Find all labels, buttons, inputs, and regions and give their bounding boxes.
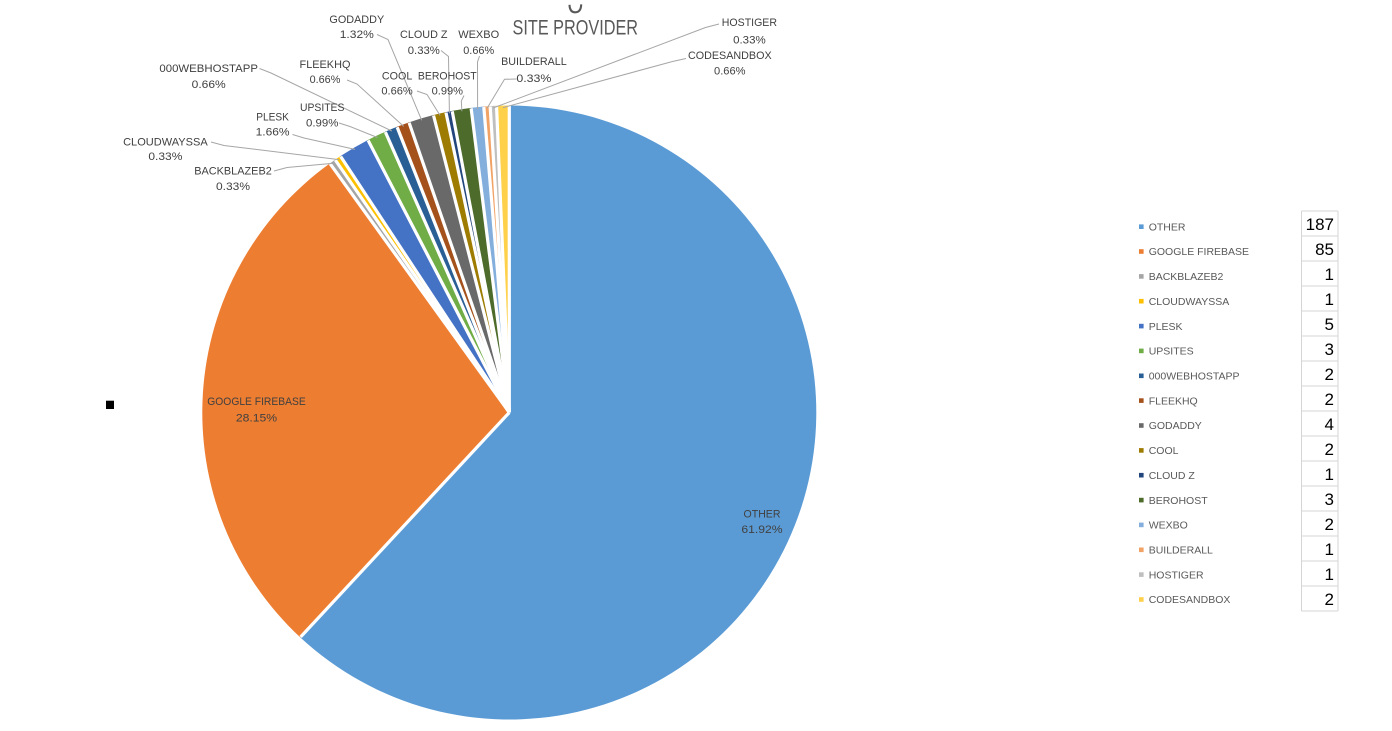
svg-text:000WEBHOSTAPP: 000WEBHOSTAPP bbox=[159, 63, 258, 75]
svg-text:61.92%: 61.92% bbox=[741, 524, 783, 536]
svg-text:0.66%: 0.66% bbox=[310, 74, 341, 86]
svg-text:187: 187 bbox=[1306, 215, 1334, 234]
svg-text:WEXBO: WEXBO bbox=[1149, 520, 1188, 532]
svg-text:4: 4 bbox=[1325, 415, 1334, 434]
svg-text:SITE PROVIDER: SITE PROVIDER bbox=[513, 16, 639, 39]
svg-text:GOOGLE FIREBASE: GOOGLE FIREBASE bbox=[1149, 246, 1249, 258]
svg-text:1.66%: 1.66% bbox=[256, 127, 290, 139]
svg-text:CODESANDBOX: CODESANDBOX bbox=[1149, 594, 1231, 606]
svg-text:0.66%: 0.66% bbox=[463, 45, 494, 57]
svg-text:28.15%: 28.15% bbox=[236, 412, 278, 424]
svg-text:1: 1 bbox=[1325, 265, 1334, 284]
svg-text:2: 2 bbox=[1325, 440, 1334, 459]
svg-text:0.33%: 0.33% bbox=[408, 45, 440, 57]
svg-text:85: 85 bbox=[1315, 240, 1334, 259]
svg-text:0.33%: 0.33% bbox=[733, 35, 766, 47]
svg-text:5: 5 bbox=[1325, 315, 1334, 334]
svg-text:CODESANDBOX: CODESANDBOX bbox=[688, 50, 772, 62]
svg-text:CLOUDWAYSSA: CLOUDWAYSSA bbox=[1149, 296, 1230, 308]
svg-text:BEROHOST: BEROHOST bbox=[1149, 495, 1209, 507]
svg-text:BEROHOST: BEROHOST bbox=[418, 70, 477, 82]
svg-text:3: 3 bbox=[1325, 490, 1334, 509]
svg-text:OTHER: OTHER bbox=[744, 508, 781, 520]
svg-text:2: 2 bbox=[1325, 515, 1334, 534]
svg-text:COOL: COOL bbox=[382, 70, 412, 82]
svg-text:PLESK: PLESK bbox=[1149, 321, 1183, 333]
svg-text:GODADDY: GODADDY bbox=[1149, 420, 1202, 432]
svg-text:2: 2 bbox=[1325, 590, 1334, 609]
svg-text:0.66%: 0.66% bbox=[714, 66, 746, 78]
svg-text:0.99%: 0.99% bbox=[432, 86, 464, 98]
svg-text:0.33%: 0.33% bbox=[216, 181, 250, 193]
svg-text:0.66%: 0.66% bbox=[192, 79, 226, 91]
svg-text:BUILDERALL: BUILDERALL bbox=[501, 56, 567, 68]
svg-text:CLOUDWAYSSA: CLOUDWAYSSA bbox=[123, 136, 208, 148]
svg-text:1: 1 bbox=[1325, 465, 1334, 484]
svg-text:000WEBHOSTAPP: 000WEBHOSTAPP bbox=[1149, 371, 1240, 383]
svg-text:OTHER: OTHER bbox=[1149, 221, 1186, 233]
svg-text:1: 1 bbox=[1325, 290, 1334, 309]
svg-text:GODADDY: GODADDY bbox=[329, 14, 384, 26]
svg-text:2: 2 bbox=[1325, 365, 1334, 384]
svg-text:COOL: COOL bbox=[1149, 445, 1179, 457]
svg-text:BACKBLAZEB2: BACKBLAZEB2 bbox=[1149, 271, 1224, 283]
svg-text:BUILDERALL: BUILDERALL bbox=[1149, 545, 1213, 557]
svg-text:3: 3 bbox=[1325, 340, 1334, 359]
svg-text:FLEEKHQ: FLEEKHQ bbox=[300, 59, 351, 71]
svg-text:HOSTIGER: HOSTIGER bbox=[722, 17, 777, 29]
svg-text:1: 1 bbox=[1325, 540, 1334, 559]
svg-text:PLESK: PLESK bbox=[256, 111, 289, 123]
svg-text:0.33%: 0.33% bbox=[148, 151, 182, 163]
svg-text:GOOGLE FIREBASE: GOOGLE FIREBASE bbox=[207, 396, 305, 408]
svg-text:CLOUD Z: CLOUD Z bbox=[400, 29, 448, 41]
svg-text:0.99%: 0.99% bbox=[306, 118, 339, 130]
svg-text:0.66%: 0.66% bbox=[381, 86, 413, 98]
svg-text:WEXBO: WEXBO bbox=[458, 29, 499, 41]
svg-text:FLEEKHQ: FLEEKHQ bbox=[1149, 395, 1198, 407]
svg-text:BACKBLAZEB2: BACKBLAZEB2 bbox=[194, 166, 272, 178]
svg-text:HOSTIGER: HOSTIGER bbox=[1149, 569, 1204, 581]
svg-text:0.33%: 0.33% bbox=[516, 73, 551, 85]
svg-text:CLOUD Z: CLOUD Z bbox=[1149, 470, 1196, 482]
svg-text:1.32%: 1.32% bbox=[340, 29, 374, 41]
svg-text:1: 1 bbox=[1325, 565, 1334, 584]
svg-text:UPSITES: UPSITES bbox=[1149, 346, 1194, 358]
svg-text:2: 2 bbox=[1325, 390, 1334, 409]
svg-text:UPSITES: UPSITES bbox=[300, 102, 345, 114]
